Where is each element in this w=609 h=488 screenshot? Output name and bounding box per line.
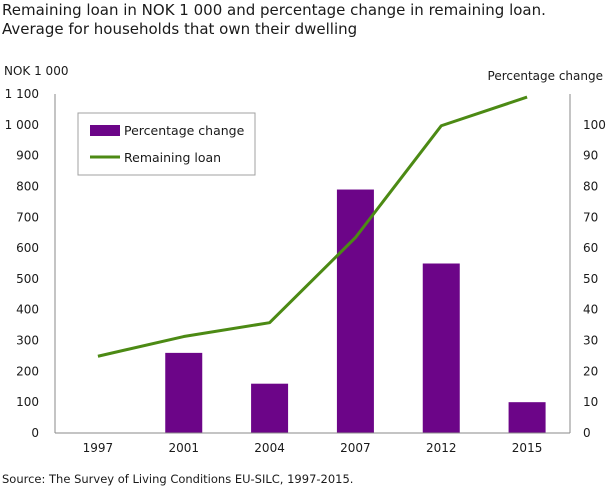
left-tick-label: 1 000 (5, 118, 39, 132)
bar-percentage-change (165, 352, 203, 433)
left-tick-label: 300 (16, 334, 39, 348)
bar-percentage-change (508, 402, 546, 433)
x-tick-label: 1997 (83, 441, 114, 455)
x-tick-label: 2001 (168, 441, 199, 455)
legend: Percentage change Remaining loan (77, 112, 256, 176)
right-tick-label: 70 (583, 210, 598, 224)
x-tick-label: 2012 (426, 441, 457, 455)
bar-percentage-change (336, 189, 374, 433)
left-axis-title: NOK 1 000 (4, 64, 68, 78)
left-tick-label: 0 (31, 426, 39, 440)
line-remaining-loan (97, 95, 528, 358)
left-tick-label: 200 (16, 364, 39, 378)
left-tick-label: 700 (16, 210, 39, 224)
legend-box (77, 112, 256, 176)
right-tick-label: 10 (583, 395, 598, 409)
left-tick-label: 800 (16, 179, 39, 193)
x-tick-label: 2007 (340, 441, 371, 455)
bar-series (165, 189, 546, 433)
legend-swatch-percentage-change (90, 125, 120, 136)
right-tick-label: 40 (583, 303, 598, 317)
legend-label-percentage-change: Percentage change (124, 123, 245, 138)
left-tick-label: 1 100 (5, 87, 39, 101)
right-tick-label: 50 (583, 272, 598, 286)
right-axis-ticks: 0 10 20 30 40 50 60 70 80 90 100 (583, 118, 606, 440)
right-axis-title: Percentage change (488, 69, 603, 83)
left-tick-label: 900 (16, 149, 39, 163)
x-tick-label: 2015 (512, 441, 543, 455)
left-tick-label: 100 (16, 395, 39, 409)
bar-percentage-change (422, 263, 460, 433)
left-tick-label: 400 (16, 303, 39, 317)
legend-label-remaining-loan: Remaining loan (124, 150, 221, 165)
right-tick-label: 80 (583, 179, 598, 193)
right-tick-label: 90 (583, 149, 598, 163)
bar-percentage-change (251, 383, 289, 433)
right-tick-label: 20 (583, 364, 598, 378)
right-tick-label: 30 (583, 334, 598, 348)
left-axis-ticks: 0 100 200 300 400 500 600 700 800 900 1 000 1 100 (5, 87, 39, 440)
left-tick-label: 500 (16, 272, 39, 286)
source-note: Source: The Survey of Living Conditions … (2, 472, 354, 486)
x-axis-ticks: 1997 2001 2004 2007 2012 2015 (83, 441, 543, 455)
chart-title: Remaining loan in NOK 1 000 and percenta… (2, 1, 546, 38)
right-tick-label: 60 (583, 241, 598, 255)
right-tick-label: 0 (583, 426, 591, 440)
line-series-layer (97, 95, 528, 358)
right-tick-label: 100 (583, 118, 606, 132)
x-tick-label: 2004 (254, 441, 285, 455)
left-tick-label: 600 (16, 241, 39, 255)
